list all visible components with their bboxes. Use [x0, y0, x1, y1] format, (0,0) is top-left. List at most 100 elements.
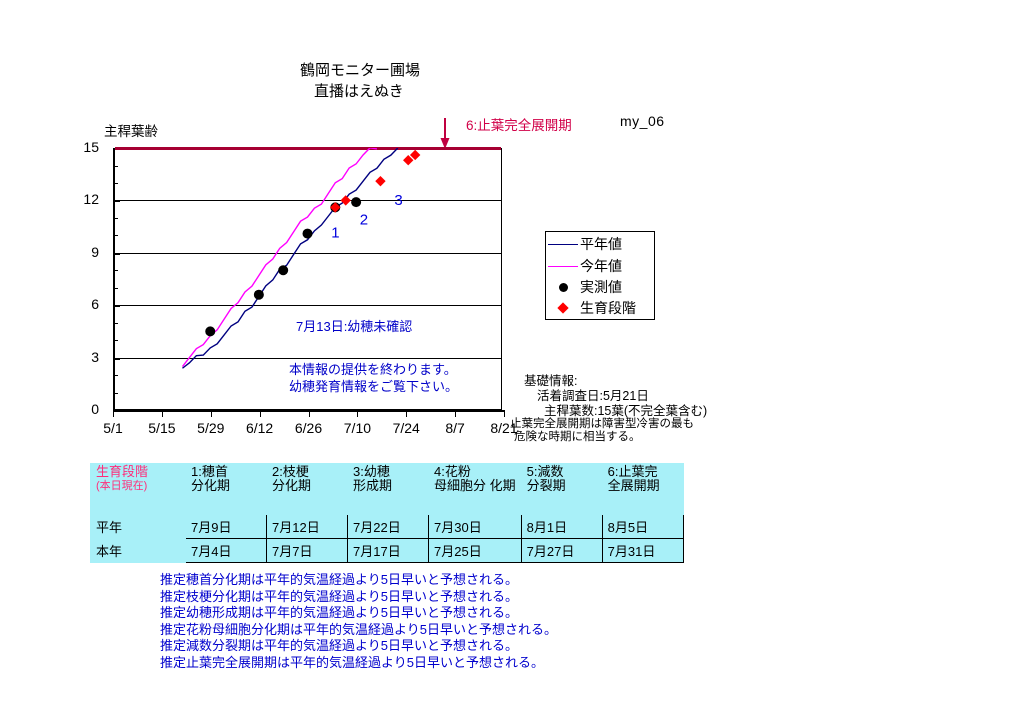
stage6-arrow-icon: [440, 118, 450, 149]
title-line-1: 鶴岡モニター圃場: [300, 62, 421, 79]
col-header-rest-6: 全展開期: [607, 478, 660, 493]
gridline-9: [115, 252, 501, 254]
annotation-july13: 7月13日:幼穂未確認: [296, 319, 413, 334]
col-header-num-5: 5:減数: [526, 464, 564, 479]
legend-line-icon-navy: [546, 243, 580, 245]
y-tick-15: 15: [83, 139, 99, 155]
y-tick-3: 3: [91, 348, 99, 365]
col-header-num-4: 4:花粉: [434, 464, 471, 479]
x-tick-mark: [113, 410, 114, 417]
col-header-num-2: 2:枝梗: [272, 464, 309, 479]
x-tick-label-5: 7/10: [343, 420, 372, 436]
warning-line-2: 危険な時期に相当する。: [514, 430, 641, 443]
x-tick-mark: [210, 410, 212, 417]
stage-number-label-2: 2: [360, 211, 368, 228]
x-tick-label-3: 6/12: [245, 420, 274, 436]
x-tick-label-6: 7/24: [392, 420, 420, 436]
legend-item-seiikudankai: 生育段階: [546, 297, 654, 319]
prediction-line-6: 推定止葉完全展開期は平年的気温経過より5日早いと予想される。: [160, 654, 544, 670]
cell-honnen-1: 7月4日: [185, 538, 267, 563]
legend-item-jissokuchi: 実測値: [546, 276, 654, 298]
prediction-line-4: 推定花粉母細胞分化期は平年的気温経過より5日早いと予想される。: [160, 621, 557, 637]
x-tick-mark: [455, 410, 457, 417]
y-tick-mark-9: [113, 252, 120, 255]
growth-stage-table: 生育段階 (本日現在) 1:穂首 分化期 2:枝梗 分化期 3:幼穂 形成期 4…: [90, 463, 684, 563]
cell-honnen-4: 7月25日: [428, 538, 522, 563]
x-tick-label-0: 5/1: [103, 420, 123, 436]
gridline-12: [115, 200, 501, 202]
chart-plot-area: [113, 147, 502, 410]
legend-label-3: 生育段階: [580, 300, 636, 316]
stage-marker-1: [330, 202, 341, 213]
table-col-header-1: 1:穂首 分化期: [185, 463, 267, 515]
cell-heinen-1: 7月9日: [185, 514, 267, 539]
y-tick-minor: [113, 183, 118, 184]
stage-marker-3: [375, 175, 386, 187]
y-tick-mark-3: [113, 357, 120, 360]
y-tick-minor: [113, 287, 118, 289]
gridline-6: [115, 305, 501, 307]
gridline-3: [115, 357, 501, 359]
prediction-line-5: 推定減数分裂期は平年的気温経過より5日早いと予想される。: [160, 638, 518, 653]
stage-marker-4: [403, 155, 414, 166]
cell-honnen-3: 7月17日: [347, 538, 429, 563]
legend-diamond-icon: [546, 302, 580, 314]
legend-label-0: 平年値: [580, 236, 622, 252]
prediction-line-2: 推定枝梗分化期は平年的気温経過より5日早いと予想される。: [160, 588, 518, 604]
series-code-label: my_06: [620, 113, 665, 129]
col-header-rest-1: 分化期: [191, 478, 231, 493]
cell-heinen-4: 7月30日: [428, 514, 522, 539]
series-line-平年値: [182, 148, 399, 369]
x-tick-mark: [357, 410, 359, 417]
table-corner-sub: (本日現在): [96, 480, 148, 492]
x-tick-mark: [504, 410, 505, 417]
y-tick-minor: [113, 375, 118, 377]
y-tick-mark-6: [113, 305, 120, 308]
observed-data-point: [205, 326, 216, 337]
legend-item-konnenchi: 今年値: [546, 255, 654, 277]
basic-info-survey-date: 活着調査日:5月21日: [537, 389, 649, 403]
table-col-header-6: 6:止葉完 全展開期: [601, 463, 684, 515]
observed-data-point: [351, 197, 362, 208]
table-row: 平年 7月9日 7月12日 7月22日 7月30日 8月1日 8月5日: [90, 514, 684, 539]
x-tick-label-1: 5/15: [148, 420, 176, 436]
x-tick-label-8: 8/21: [490, 420, 518, 436]
table-header-row: 生育段階 (本日現在) 1:穂首 分化期 2:枝梗 分化期 3:幼穂 形成期 4…: [90, 463, 684, 515]
annotation-end-line-2: 幼穂発育情報をご覧下さい。: [289, 379, 459, 394]
y-tick-minor: [113, 270, 118, 272]
prediction-line-1: 推定穂首分化期は平年的気温経過より5日早いと予想される。: [160, 572, 518, 587]
title-line-2: 直播はえぬき: [314, 83, 404, 100]
y-tick-mark-12: [113, 200, 120, 203]
observed-data-point: [302, 228, 313, 239]
stage-number-label-3: 3: [394, 192, 402, 209]
stage6-threshold-label: 6:止葉完全展開期: [466, 118, 572, 133]
basic-info-heading: 基礎情報:: [524, 374, 578, 388]
col-header-num-3: 3:幼穂: [353, 464, 390, 479]
col-header-rest-3: 形成期: [353, 478, 393, 493]
cell-honnen-6: 7月31日: [601, 538, 684, 563]
y-tick-minor: [113, 392, 118, 394]
cell-honnen-2: 7月7日: [266, 538, 348, 563]
legend-dot-icon: [546, 282, 580, 292]
y-tick-6: 6: [91, 296, 99, 313]
y-tick-minor: [113, 165, 118, 167]
col-header-rest-2: 分化期: [272, 478, 312, 493]
legend-line-icon-magenta: [546, 265, 580, 267]
warning-line-1: 止葉完全展開期は障害型冷害の最も: [510, 418, 694, 430]
basic-info-block: 基礎情報: 活着調査日:5月21日 主稈葉数:15葉(不完全葉含む): [524, 374, 707, 419]
y-tick-minor: [113, 322, 118, 324]
y-axis-title: 主稈葉齢: [104, 124, 158, 139]
cell-heinen-5: 8月1日: [520, 514, 603, 539]
cell-heinen-6: 8月5日: [601, 514, 684, 539]
cell-honnen-5: 7月27日: [520, 538, 603, 563]
chart-legend: 平年値 今年値 実測値 生育段階: [545, 231, 655, 320]
cell-heinen-3: 7月22日: [347, 514, 429, 539]
stage-marker-2: [340, 195, 351, 206]
legend-item-heinenchi: 平年値: [546, 233, 654, 255]
table-corner-header: 生育段階 (本日現在): [90, 463, 186, 515]
table-col-header-3: 3:幼穂 形成期: [347, 463, 429, 515]
y-tick-12: 12: [83, 191, 99, 208]
chart-series-layer: 12345: [181, 148, 423, 369]
table-col-header-5: 5:減数 分裂期: [520, 463, 603, 515]
table-row: 本年 7月4日 7月7日 7月17日 7月25日 7月27日 7月31日: [90, 538, 684, 563]
